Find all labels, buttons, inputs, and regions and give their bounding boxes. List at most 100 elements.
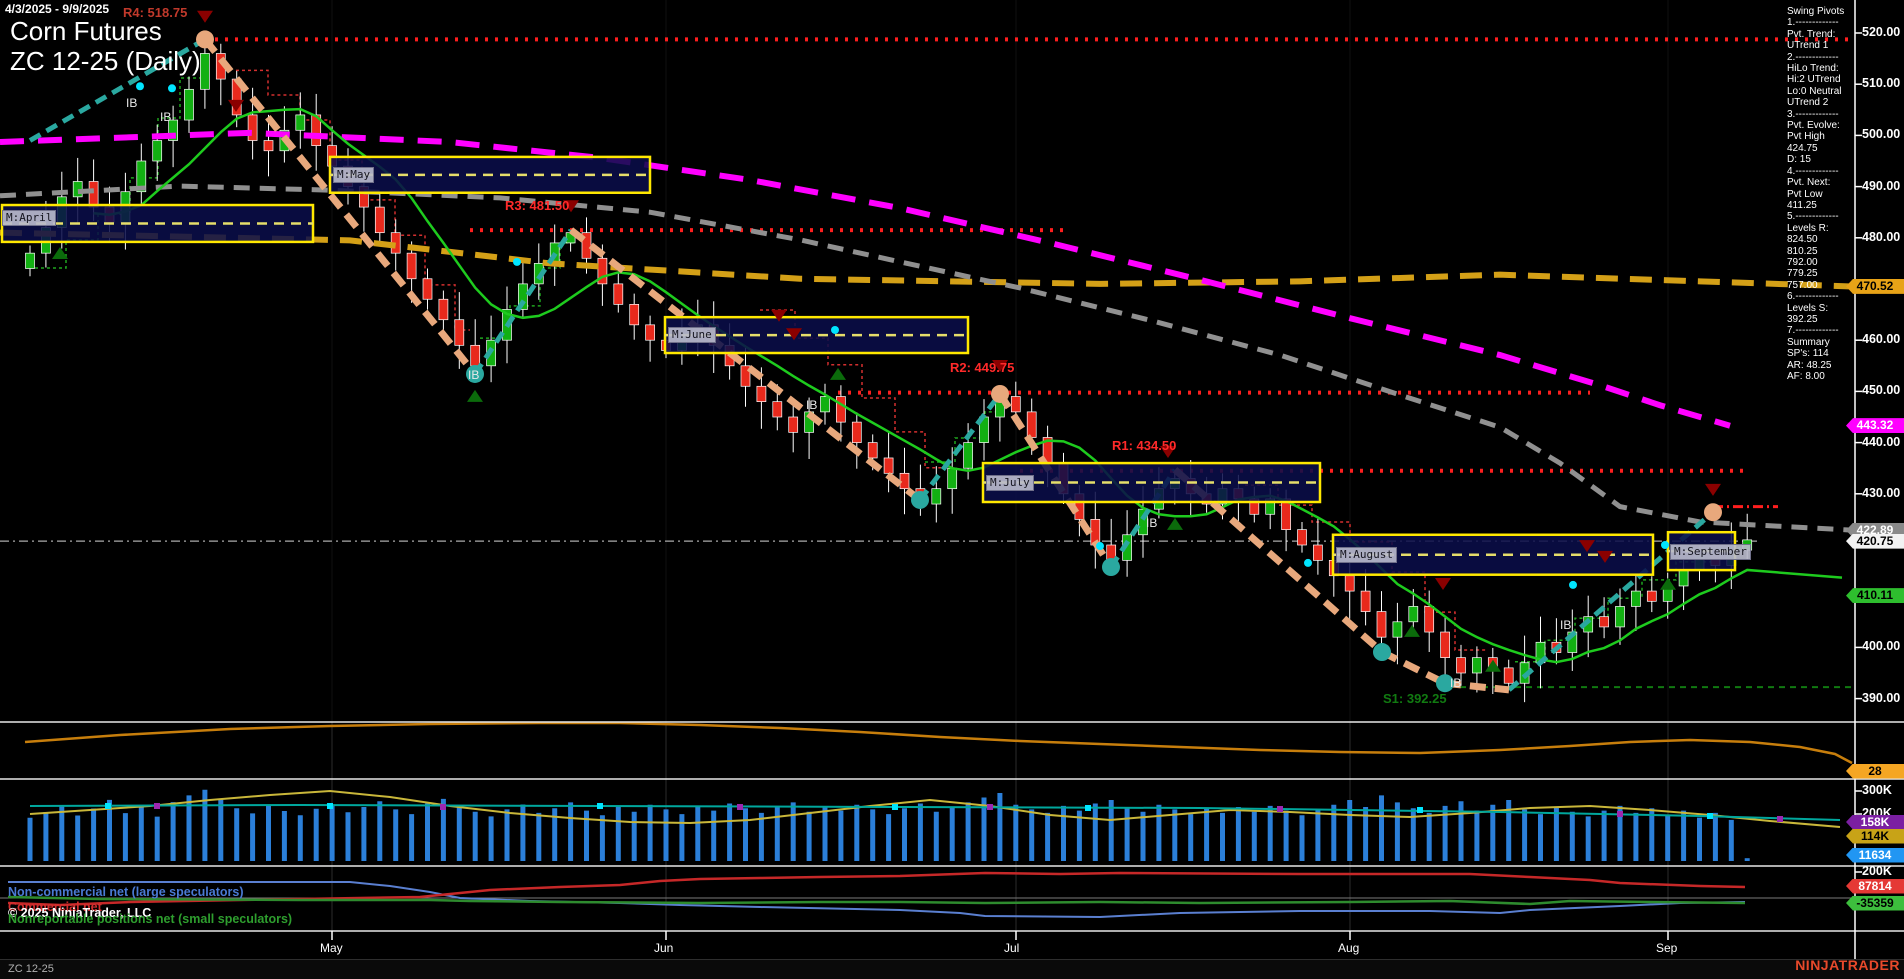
candle-body xyxy=(88,181,99,208)
inside-bar-label: IB xyxy=(126,96,138,110)
signal-dot xyxy=(168,84,176,93)
swing-pivots-line: Pvt. Next: xyxy=(1787,177,1831,189)
candle-body xyxy=(1424,606,1435,633)
signal-dot xyxy=(136,82,144,91)
price-tick-label: 500.00 xyxy=(1862,127,1901,142)
candle-body xyxy=(295,114,306,131)
inside-bar-label: IB xyxy=(806,398,818,412)
swing-pivots-line: Pvt High xyxy=(1787,131,1825,143)
candle-body xyxy=(1313,544,1323,561)
down-triangle-marker xyxy=(992,359,1008,372)
candle-body xyxy=(152,140,163,162)
swing-pivots-line: Pvt. Trend: xyxy=(1787,28,1836,40)
copyright-text: © 2025 NinjaTrader, LLC xyxy=(8,906,152,920)
swing-pivots-line: SP's: 114 xyxy=(1787,348,1829,360)
panel2-cross-dot xyxy=(987,804,993,810)
cot-legend-label: Non-commercial net (large speculators) xyxy=(8,885,244,899)
swing-pivots-line: Levels S: xyxy=(1787,302,1829,314)
pivot-low-marker xyxy=(911,490,929,509)
pivot-zigzag-down xyxy=(1380,648,1447,687)
candle-body xyxy=(1360,590,1371,612)
month-label-chip: M:May xyxy=(333,167,375,183)
down-triangle-marker xyxy=(786,328,802,341)
candle-body xyxy=(836,396,846,423)
panel2-cross-dot xyxy=(1617,811,1623,817)
inside-bar-label: IB xyxy=(1560,618,1572,632)
panel2-cross-dot xyxy=(327,803,333,809)
panel2-cross-dot xyxy=(440,804,446,810)
down-triangle-marker xyxy=(228,99,244,112)
pivot-zigzag-up xyxy=(1507,510,1715,692)
pivot-zigzag-up xyxy=(472,228,574,376)
swing-pivots-line: UTrend 1 xyxy=(1787,40,1829,52)
price-tick-label: 480.00 xyxy=(1862,229,1901,244)
swing-pivots-line: 411.25 xyxy=(1787,199,1817,211)
candle-body xyxy=(518,283,528,310)
panel2-cross-dot xyxy=(154,803,160,809)
pivot-zigzag-up xyxy=(918,392,1002,502)
level-label: R1: 434.50 xyxy=(1112,438,1177,453)
red-stop-steps xyxy=(236,69,470,331)
panel2-cross-dot xyxy=(1417,807,1423,813)
panel2-cross-dot xyxy=(737,804,743,810)
panel2-cross-dot xyxy=(1777,816,1783,822)
down-triangle-marker xyxy=(1160,445,1176,458)
up-triangle-marker xyxy=(830,367,846,380)
month-label-chip: M:April xyxy=(2,210,57,226)
panel2-volume-ma-teal xyxy=(29,803,1841,821)
up-triangle-marker xyxy=(1485,659,1501,672)
swing-pivots-line: 424.75 xyxy=(1787,142,1818,154)
ma-gray-dashed xyxy=(0,183,1853,533)
swing-pivots-line: 7.------------- xyxy=(1787,325,1839,337)
candle-body xyxy=(1678,570,1689,587)
candle-body xyxy=(645,324,655,341)
price-tick-label: 450.00 xyxy=(1862,383,1901,398)
candle-body xyxy=(1472,657,1482,674)
panel1-open-interest-line xyxy=(24,721,1853,765)
date-range: 4/3/2025 - 9/9/2025 xyxy=(5,2,110,16)
x-axis-month-label: Sep xyxy=(1656,941,1678,955)
tab-zc-12-25[interactable]: ZC 12-25 xyxy=(8,963,54,975)
candle-body xyxy=(613,283,624,305)
swing-pivots-line: Pvt. Evolve: xyxy=(1787,120,1840,132)
axis-value-badge: 443.32 xyxy=(1846,418,1904,434)
signal-dot xyxy=(513,257,521,266)
price-tick-label: 390.00 xyxy=(1862,690,1901,705)
signal-dot xyxy=(1096,542,1104,551)
ninjatrader-logo: NINJATRADER xyxy=(1795,957,1900,973)
candle-body xyxy=(1456,657,1466,674)
month-label-chip: M:September xyxy=(1670,544,1751,560)
up-triangle-marker xyxy=(1660,577,1676,590)
candle-body xyxy=(597,257,608,285)
axis-value-badge: 114K xyxy=(1846,828,1904,844)
pivot-zigzag-down xyxy=(1172,467,1385,655)
month-label-chip: M:August xyxy=(1336,547,1397,563)
panel2-cross-dot xyxy=(105,803,111,809)
candle-body xyxy=(1631,590,1641,607)
candle-body xyxy=(629,304,640,326)
pivot-low-marker xyxy=(1373,643,1391,662)
level-label: R3: 481.50 xyxy=(505,198,570,213)
up-triangle-marker xyxy=(1404,624,1420,637)
price-tick-label: 400.00 xyxy=(1862,639,1901,654)
candle-body xyxy=(867,442,878,459)
level-label: S1: 392.25 xyxy=(1383,691,1447,706)
down-triangle-marker xyxy=(1579,540,1595,553)
price-tick-label: 460.00 xyxy=(1862,332,1901,347)
candle-body xyxy=(1503,667,1514,684)
swing-pivots-line: 779.25 xyxy=(1787,268,1818,280)
swing-pivots-line: AR: 48.25 xyxy=(1787,359,1832,371)
swing-pivots-line: 810.25 xyxy=(1787,245,1818,257)
swing-pivots-panel: Swing Pivots 1.------------- Pvt. Trend: UT… xyxy=(1787,6,1853,382)
panel2-volume-ma-yellow xyxy=(29,789,1841,828)
down-triangle-marker xyxy=(771,309,787,322)
level-label: R4: 518.75 xyxy=(123,5,188,20)
swing-pivots-line: 824.50 xyxy=(1787,234,1818,246)
axis-value-badge: 470.52 xyxy=(1846,278,1904,294)
candle-body xyxy=(454,319,465,346)
x-axis-month-label: Jun xyxy=(654,941,674,955)
cot-legend-label: Nonreportable positions net (small specu… xyxy=(8,912,293,926)
candle-body xyxy=(184,88,194,121)
